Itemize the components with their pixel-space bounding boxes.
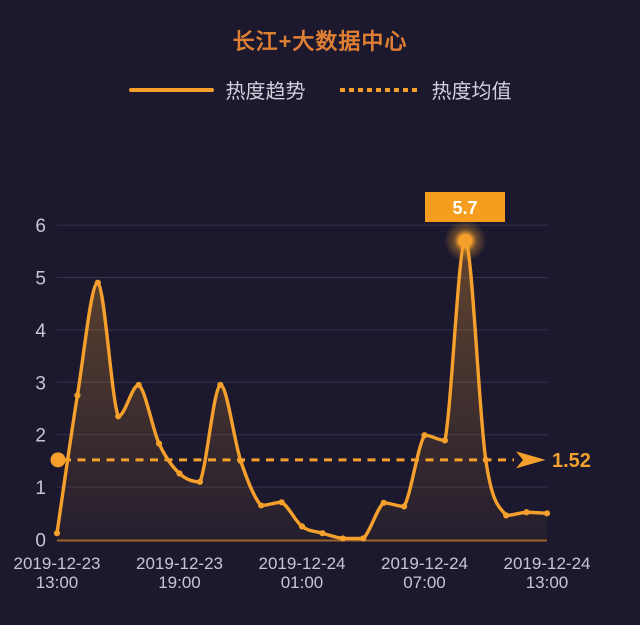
legend: 热度趋势 热度均值 — [0, 75, 640, 104]
y-axis-tick-label: 2 — [35, 426, 46, 447]
data-point-marker — [543, 510, 551, 517]
legend-label-mean: 热度均值 — [431, 81, 512, 103]
data-point-marker — [94, 279, 101, 286]
peak-tooltip-box — [425, 192, 505, 222]
legend-item-trend[interactable]: 热度趋势 — [128, 75, 306, 104]
data-point-marker — [523, 509, 530, 516]
mean-value-label: 1.52 — [552, 450, 591, 472]
data-point-marker — [360, 535, 367, 542]
legend-label-trend: 热度趋势 — [225, 81, 306, 103]
data-point-marker — [237, 457, 244, 464]
plot-area: 0 1 2 3 4 5 6 2019-12-23 13:00 2019-12-23 19:00 201… — [14, 216, 591, 592]
x-axis-tick-label: 2019-12-24 13:00 — [504, 554, 591, 592]
mean-arrow-icon — [516, 451, 546, 469]
x-axis-tick-label: 2019-12-24 01:00 — [259, 554, 346, 592]
data-point-marker — [278, 499, 285, 506]
data-points — [53, 279, 551, 542]
peak-tooltip-value: 5.7 — [452, 198, 477, 218]
data-point-marker — [380, 499, 387, 506]
data-point-marker — [176, 470, 183, 477]
data-point-marker — [339, 535, 346, 542]
peak-tooltip: 5.7 — [425, 192, 505, 222]
y-axis-tick-label: 5 — [35, 269, 46, 290]
y-axis-tick-label: 6 — [35, 216, 46, 237]
x-axis-tick-label: 2019-12-23 13:00 — [14, 554, 101, 592]
data-point-marker — [217, 381, 224, 389]
data-point-marker — [482, 456, 489, 463]
y-axis-tick-label: 4 — [35, 321, 46, 342]
data-point-marker — [298, 523, 306, 530]
data-point-marker — [135, 381, 142, 389]
x-axis-tick-label: 2019-12-23 19:00 — [136, 554, 223, 592]
trend-area — [57, 240, 547, 540]
peak-marker — [458, 233, 473, 248]
trend-line-swatch-icon — [128, 87, 214, 92]
mean-start-marker — [50, 452, 66, 468]
data-point-marker — [196, 478, 204, 485]
data-point-marker — [503, 512, 510, 519]
y-axis-tick-label: 3 — [35, 373, 46, 394]
data-point-marker — [441, 437, 449, 444]
mean-line-group — [50, 451, 546, 469]
x-axis-tick-label: 2019-12-24 07:00 — [381, 554, 468, 592]
data-point-marker — [115, 413, 122, 420]
y-axis-tick-label: 1 — [35, 478, 46, 499]
data-point-marker — [53, 530, 61, 537]
y-axis-tick-label: 0 — [35, 531, 46, 552]
mean-line-swatch-icon — [339, 87, 420, 92]
data-point-marker — [400, 503, 408, 510]
data-point-marker — [319, 530, 326, 537]
data-point-marker — [421, 432, 428, 439]
chart-header: 长江+大数据中心 热度趋势 热度均值 — [0, 0, 640, 104]
data-point-marker — [74, 392, 81, 399]
data-point-marker — [155, 440, 163, 447]
axis-labels: 0 1 2 3 4 5 6 2019-12-23 13:00 2019-12-23 19:00 201… — [14, 216, 591, 592]
page-title: 长江+大数据中心 — [232, 29, 408, 54]
legend-item-mean[interactable]: 热度均值 — [339, 75, 512, 104]
data-point-marker — [258, 502, 265, 509]
